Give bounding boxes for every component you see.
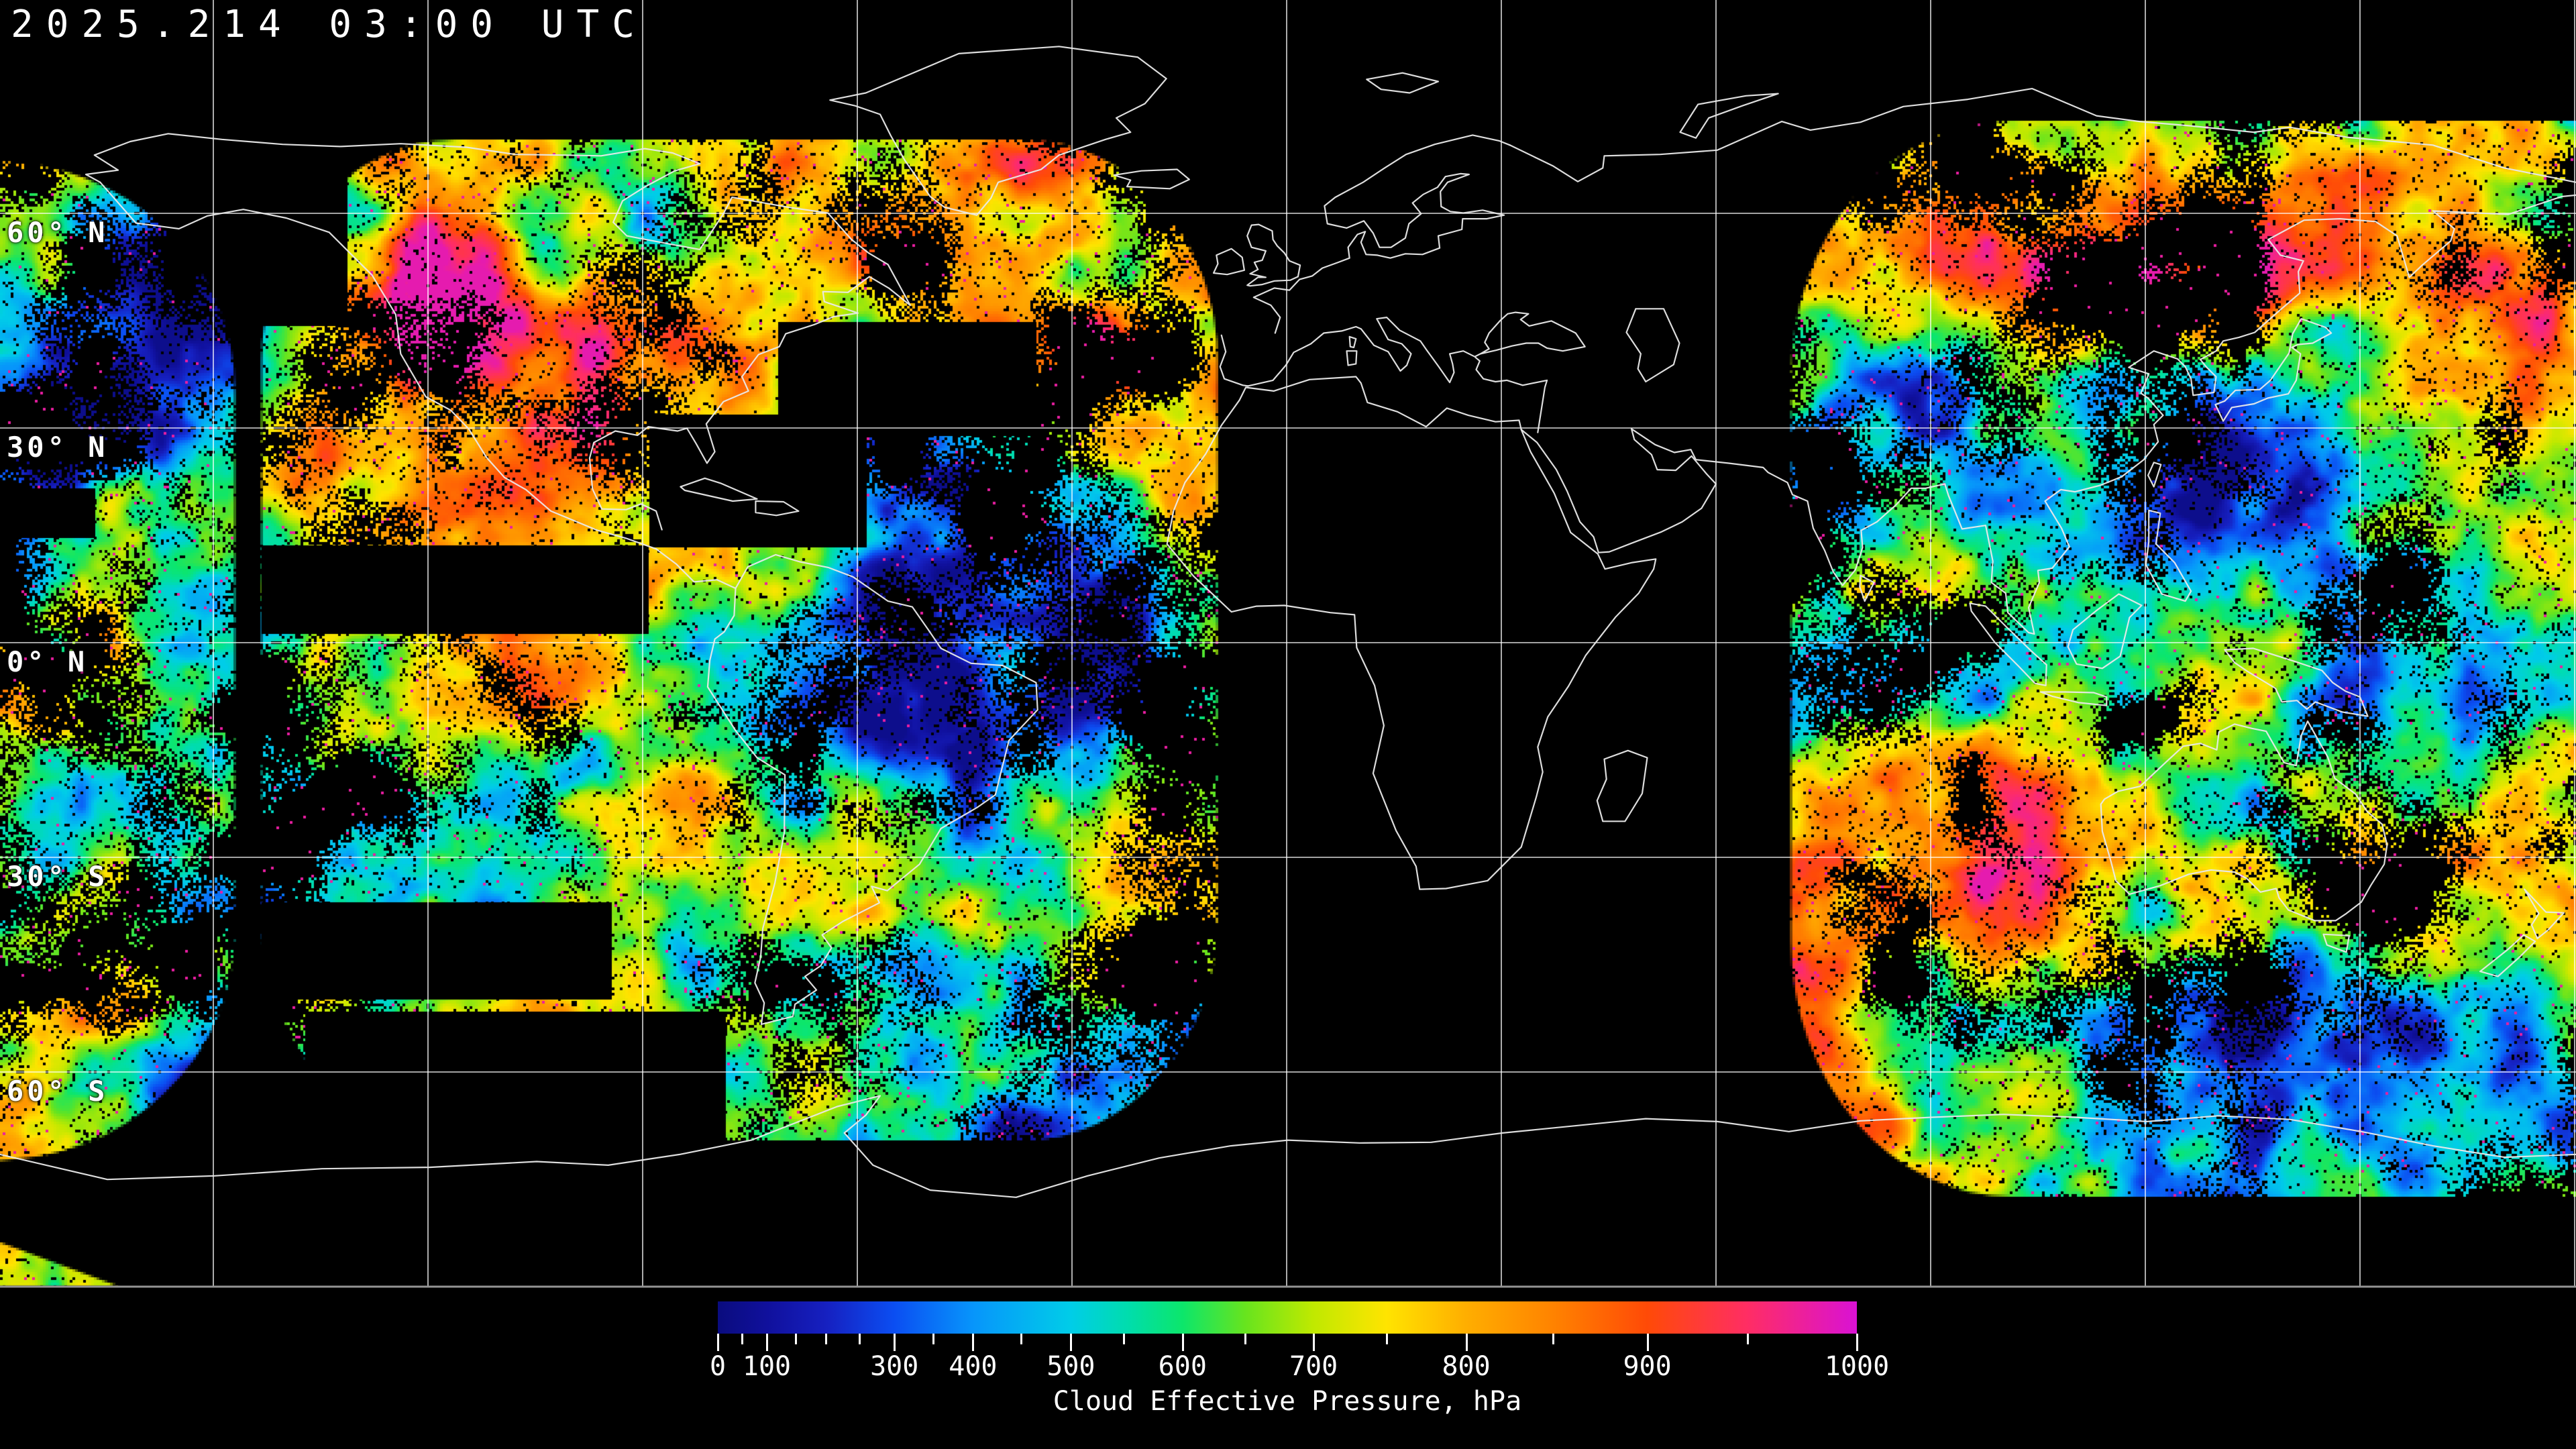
coastline-segment: [2214, 318, 2332, 422]
colorbar-tick: [741, 1334, 743, 1344]
coastline-segment: [1348, 335, 1357, 349]
colorbar-tick: [1122, 1334, 1125, 1344]
colorbar-tick: [1646, 1334, 1649, 1351]
coastline-segment: [1252, 134, 1511, 334]
coastline-segment: [1859, 574, 1875, 602]
coastline-segment: [829, 46, 1167, 216]
graticule-grid: [0, 0, 2576, 1287]
coastline-segment: [1246, 223, 1301, 287]
colorbar-tick: [1856, 1334, 1858, 1351]
colorbar-tick: [794, 1334, 797, 1344]
colorbar-tick: [894, 1334, 896, 1351]
coastline-segment: [2145, 509, 2192, 602]
colorbar-tick: [1747, 1334, 1749, 1344]
colorbar-tick: [932, 1334, 934, 1344]
timestamp-label: 2025.214 03:00 UTC: [11, 3, 647, 46]
colorbar-tick-label: 500: [1046, 1351, 1095, 1382]
colorbar-tick: [1313, 1334, 1316, 1351]
colorbar-tick-label: 400: [949, 1351, 998, 1382]
coastline-segment: [2479, 934, 2536, 977]
colorbar-tick: [1181, 1334, 1184, 1351]
latitude-label: 0° N: [7, 645, 89, 678]
latitude-label: 60° N: [7, 216, 109, 249]
colorbar-gradient: [718, 1301, 1857, 1334]
colorbar-tick-label: 1000: [1824, 1351, 1890, 1382]
coastline-segment: [2147, 462, 2162, 488]
colorbar-tick-label: 800: [1442, 1351, 1491, 1382]
coastline-segment: [2040, 691, 2108, 706]
colorbar-tick: [1465, 1334, 1468, 1351]
coastline-segment: [1625, 308, 1680, 383]
colorbar-tick: [1020, 1334, 1022, 1344]
colorbar-tick: [825, 1334, 828, 1344]
colorbar: 0 100 300 400 500 600 700 800 900 1000 Cloud Effe…: [710, 1301, 1889, 1449]
coastline-segment: [1219, 334, 1249, 387]
coastline-segment: [1212, 248, 1246, 276]
coastline-segment: [706, 553, 1038, 1026]
colorbar-tick: [858, 1334, 861, 1344]
coastline-segment: [1346, 350, 1358, 366]
colorbar-tick: [717, 1334, 719, 1351]
latitude-label: 60° S: [7, 1075, 109, 1108]
coastline-segment: [99, 181, 737, 590]
coastline-segment: [2100, 720, 2388, 922]
coastline-segment: [1596, 749, 1648, 822]
coastline-segment: [1474, 356, 1548, 433]
coastlines: [0, 46, 2576, 1198]
colorbar-tick-label: 600: [1158, 1351, 1207, 1382]
colorbar-tick: [1244, 1334, 1247, 1344]
coastline-segment: [1509, 88, 2576, 183]
coastline-segment: [2322, 933, 2350, 953]
coastline-segment: [1520, 194, 2576, 635]
coastline-segment: [85, 133, 911, 531]
colorbar-tick: [1385, 1334, 1388, 1344]
colorbar-tick: [1552, 1334, 1554, 1344]
colorbar-tick: [972, 1334, 975, 1351]
coastline-segment: [1166, 376, 1657, 890]
coastline-segment: [2067, 593, 2143, 669]
latitude-label: 30° S: [7, 860, 109, 893]
colorbar-tick: [766, 1334, 768, 1351]
colorbar-tick-label: 100: [742, 1351, 792, 1382]
coastline-segment: [1113, 168, 1190, 190]
coastline-segment: [1679, 93, 1779, 139]
colorbar-tick-label: 900: [1623, 1351, 1672, 1382]
coastline-segment: [680, 477, 758, 502]
coastline-segment: [2224, 647, 2369, 717]
colorbar-tick-label: 300: [870, 1351, 919, 1382]
coastline-segment: [2524, 888, 2565, 940]
coastline-segment: [0, 1095, 2576, 1198]
latitude-label: 30° N: [7, 431, 109, 464]
coastline-segment: [1366, 72, 1440, 94]
coastline-segment: [1969, 602, 2047, 687]
colorbar-tick-label: 700: [1289, 1351, 1338, 1382]
coastline-segment: [1247, 311, 1586, 387]
colorbar-tick-label: 0: [709, 1351, 727, 1382]
colorbar-title: Cloud Effective Pressure, hPa: [1053, 1386, 1522, 1417]
coastline-segment: [755, 500, 800, 517]
colorbar-tick: [1070, 1334, 1073, 1351]
